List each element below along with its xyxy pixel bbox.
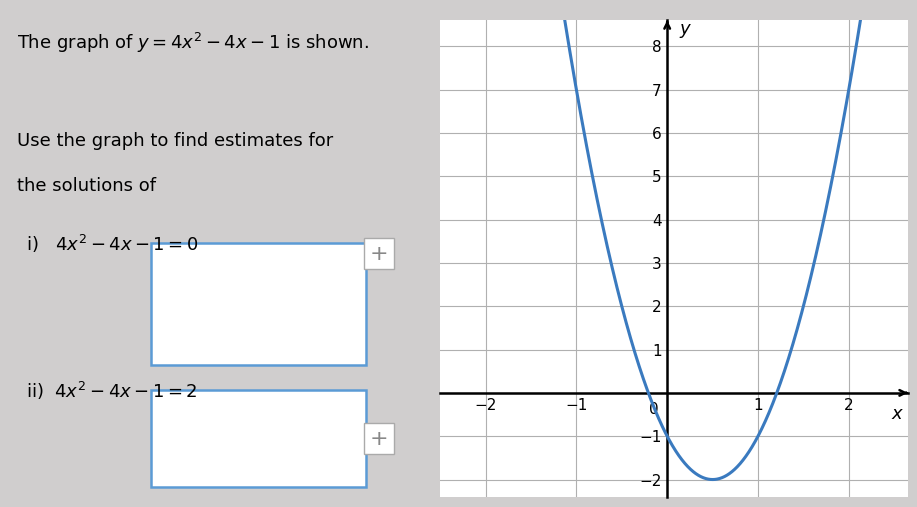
Text: the solutions of: the solutions of xyxy=(17,177,156,196)
Text: +: + xyxy=(370,243,389,264)
Text: The graph of $y = 4x^2 - 4x - 1$ is shown.: The graph of $y = 4x^2 - 4x - 1$ is show… xyxy=(17,30,370,55)
Text: 0: 0 xyxy=(649,403,659,417)
Text: ii)  $4x^2 - 4x - 1 = 2$: ii) $4x^2 - 4x - 1 = 2$ xyxy=(26,380,197,403)
Text: +: + xyxy=(370,428,389,449)
Text: i)   $4x^2 - 4x - 1 = 0$: i) $4x^2 - 4x - 1 = 0$ xyxy=(26,233,198,256)
Text: $x$: $x$ xyxy=(891,405,904,423)
Text: $y$: $y$ xyxy=(679,22,692,41)
Text: Use the graph to find estimates for: Use the graph to find estimates for xyxy=(17,132,334,150)
FancyBboxPatch shape xyxy=(150,243,366,365)
FancyBboxPatch shape xyxy=(150,390,366,487)
